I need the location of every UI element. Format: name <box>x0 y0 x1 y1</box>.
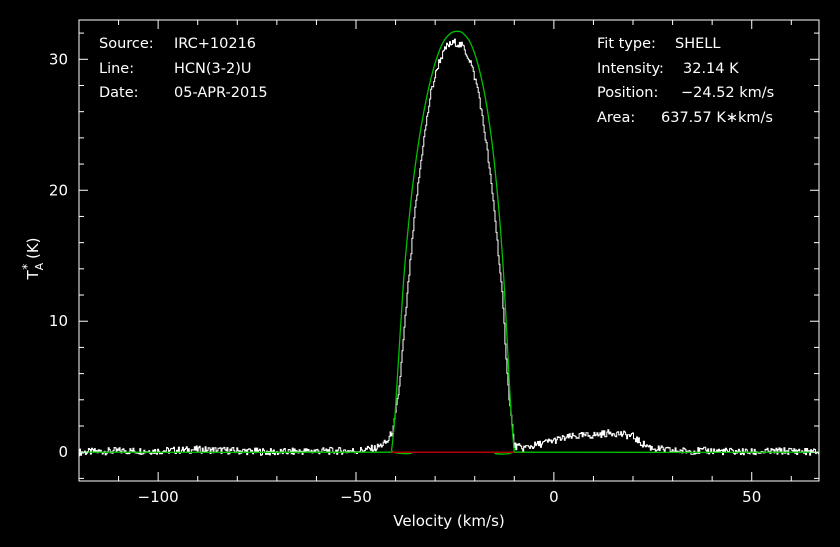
series-layer <box>79 30 819 457</box>
y-axis-label-text: TA* (K) <box>20 237 46 280</box>
info-right-value-3: 637.57 K∗km/s <box>661 109 773 126</box>
info-left-label-1: Line: <box>99 60 135 77</box>
plot-frame <box>78 19 820 482</box>
info-left-label-0: Source: <box>99 36 154 52</box>
ticks-layer: −100 −50 0 50 0 10 20 30 <box>49 20 819 506</box>
x-tick-label: 0 <box>549 488 559 506</box>
spectrum-line <box>79 38 819 457</box>
x-tick-label: 50 <box>742 488 761 506</box>
info-right-label-2: Position: <box>597 85 659 101</box>
x-tick-label: −50 <box>340 488 372 506</box>
info-right-value-0: SHELL <box>675 36 721 52</box>
info-right-label-1: Intensity: <box>597 60 664 77</box>
info-left-value-1: HCN(3-2)U <box>174 60 252 77</box>
x-axis-label: Velocity (km/s) <box>393 512 504 530</box>
y-tick-label: 10 <box>49 312 68 330</box>
y-tick-label: 30 <box>49 50 68 68</box>
info-right-value-2: −24.52 km/s <box>681 85 775 101</box>
info-right-label-3: Area: <box>597 109 636 126</box>
y-tick-label: 0 <box>58 443 68 461</box>
y-tick-label: 20 <box>49 181 68 199</box>
info-right-label-0: Fit type: <box>597 36 656 52</box>
info-left-value-2: 05-APR-2015 <box>174 85 268 101</box>
info-right-value-1: 32.14 K <box>683 60 739 77</box>
fit-curve <box>79 30 819 455</box>
x-tick-label: −100 <box>138 488 179 506</box>
y-axis-label: TA* (K) <box>20 237 46 280</box>
info-left-value-0: IRC+10216 <box>174 36 257 52</box>
info-left-label-2: Date: <box>99 85 139 101</box>
